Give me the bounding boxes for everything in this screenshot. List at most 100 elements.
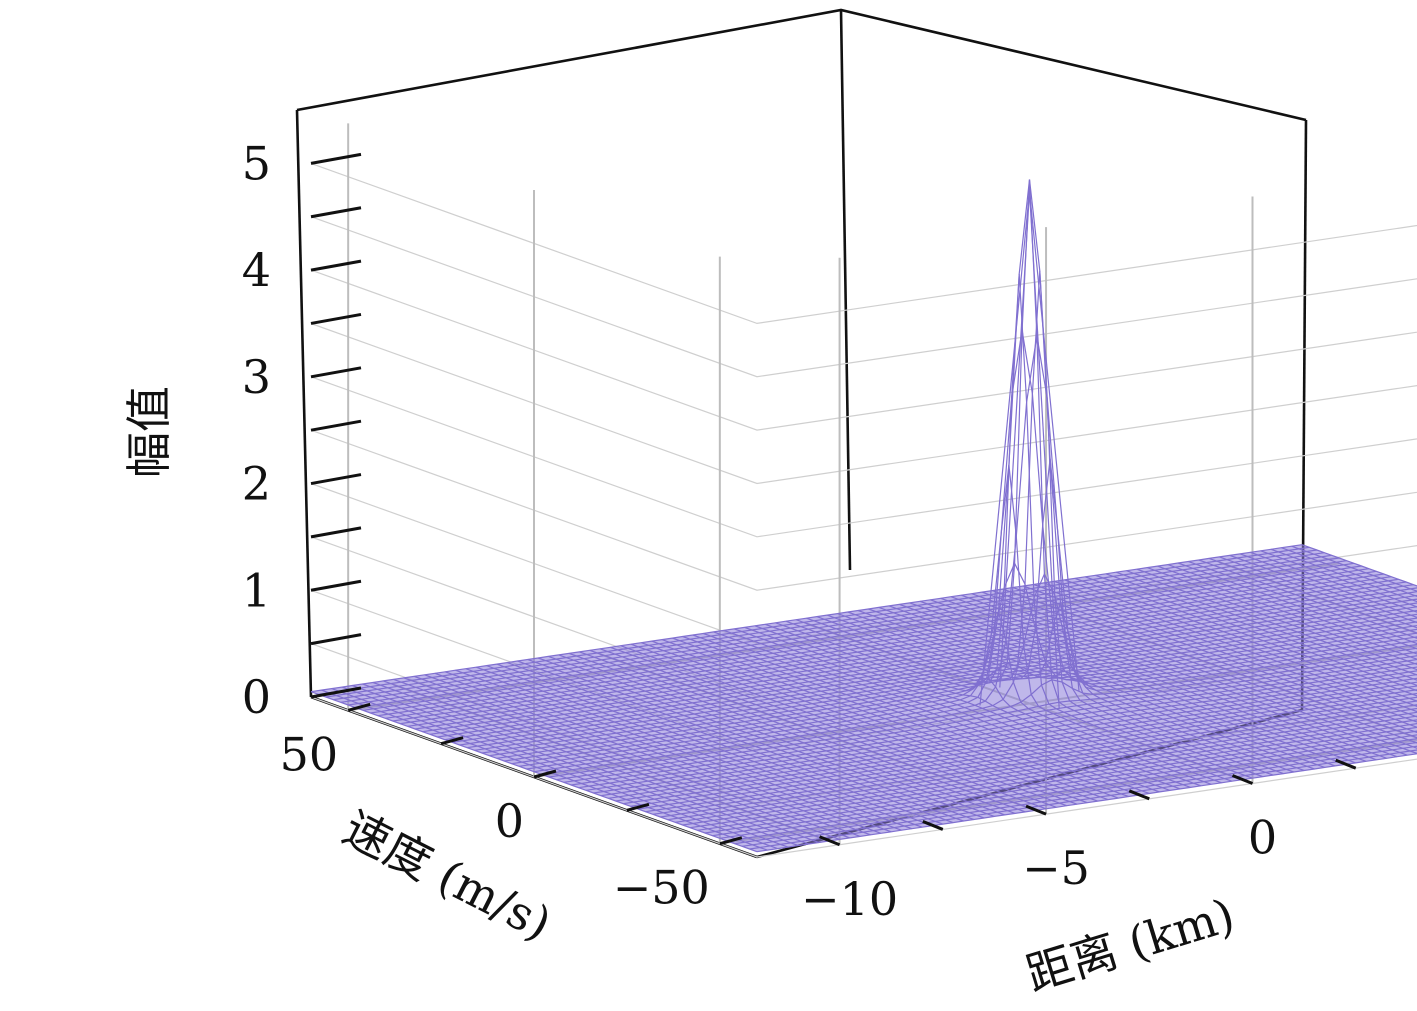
peak-line [999, 191, 1031, 688]
mesh-line [1229, 554, 1417, 624]
mesh-line [362, 683, 809, 845]
x-tick [922, 820, 944, 831]
x-tick-label: −5 [1022, 841, 1090, 895]
mesh-line [1002, 588, 1417, 739]
z-tick [310, 419, 362, 432]
z-tick-label: 2 [242, 457, 271, 511]
mesh-line [961, 594, 1408, 756]
z-tick-label: 4 [242, 243, 271, 297]
mesh-line [455, 669, 902, 831]
y-tick-label: 0 [495, 794, 524, 848]
mesh-line [878, 606, 1325, 768]
mesh-line [682, 635, 1129, 798]
mesh-line [1281, 547, 1417, 597]
y-tick [626, 802, 650, 812]
mesh-line [764, 623, 1212, 785]
mesh-line [341, 686, 789, 848]
mesh-line [1023, 585, 1417, 728]
mesh-line [403, 677, 851, 839]
mesh-line [816, 270, 1263, 778]
y-tick [440, 736, 464, 746]
mesh-line [754, 625, 1202, 787]
x-tick-label: −10 [801, 872, 898, 926]
mesh-line [868, 608, 1315, 770]
mesh-line [744, 626, 1191, 788]
mesh-line [1177, 562, 1417, 650]
grid-line [310, 376, 1417, 538]
z-tick-label: 5 [242, 136, 271, 190]
z-tick [310, 366, 362, 379]
mesh-line [1188, 560, 1417, 645]
z-tick [310, 579, 362, 592]
mesh-line [1054, 580, 1417, 713]
z-tick [310, 526, 362, 539]
mesh-line [486, 665, 933, 827]
mesh-line [517, 660, 964, 822]
mesh-line [837, 600, 1284, 775]
axis-ticks [310, 152, 1357, 847]
y-tick [533, 769, 557, 779]
mesh-line [1239, 553, 1417, 618]
mesh-line [352, 684, 799, 847]
mesh-line [775, 610, 1222, 784]
mesh-line [537, 657, 985, 819]
mesh-line [1208, 557, 1417, 634]
mesh-line [919, 600, 1367, 762]
mesh-line [692, 634, 1140, 796]
mesh-line [1064, 579, 1417, 707]
mesh-line [434, 672, 882, 834]
grid-line [310, 429, 1417, 591]
mesh-line [795, 273, 1243, 781]
x-tick [1335, 758, 1357, 770]
mesh-line [1167, 564, 1417, 655]
mesh-line [1250, 551, 1417, 613]
peak-line [1028, 191, 1060, 709]
mesh-line [548, 655, 995, 817]
mesh-line [1105, 573, 1417, 687]
mesh-line [1136, 568, 1417, 671]
mesh-line [641, 642, 1088, 804]
z-tick [310, 312, 362, 325]
mesh-line [1198, 559, 1417, 639]
mesh-line [981, 591, 1417, 749]
y-tick-label: −50 [613, 861, 710, 915]
mesh-line [383, 680, 830, 842]
mesh-line [1301, 544, 1417, 587]
mesh-line [579, 651, 1026, 813]
mesh-line [414, 675, 861, 837]
mesh-line [940, 597, 1387, 759]
mesh-line [734, 628, 1181, 790]
surface-mesh [310, 179, 1417, 853]
z-tick [310, 259, 362, 272]
y-axis-title: 速度 (m/s) [335, 801, 560, 951]
z-tick-label: 3 [242, 350, 271, 404]
y-tick [719, 836, 743, 846]
mesh-line [527, 658, 975, 821]
x-tick [1231, 774, 1254, 785]
mesh-line [610, 646, 1057, 808]
mesh-line [672, 637, 1119, 799]
mesh-line [713, 631, 1160, 793]
x-tick-label: 0 [1248, 811, 1277, 865]
mesh-line [445, 671, 892, 833]
mesh-line [899, 603, 1346, 765]
mesh-line [1157, 565, 1417, 660]
mesh-line [1291, 545, 1417, 592]
mesh-line [703, 632, 1150, 795]
mesh-line [847, 611, 1294, 773]
mesh-line [1084, 576, 1417, 697]
mesh-line [1033, 583, 1417, 723]
mesh-line [661, 639, 1109, 801]
mesh-line [630, 643, 1078, 805]
peak-line [979, 191, 1031, 706]
mesh-line [992, 590, 1417, 744]
mesh-line [372, 681, 820, 844]
mesh-line [424, 674, 871, 836]
mesh-line [950, 596, 1398, 758]
mesh-line [496, 663, 944, 825]
mesh-line [1219, 556, 1417, 629]
mesh-line [331, 688, 778, 850]
y-tick-label: 50 [280, 727, 339, 781]
mesh-line [310, 691, 758, 853]
